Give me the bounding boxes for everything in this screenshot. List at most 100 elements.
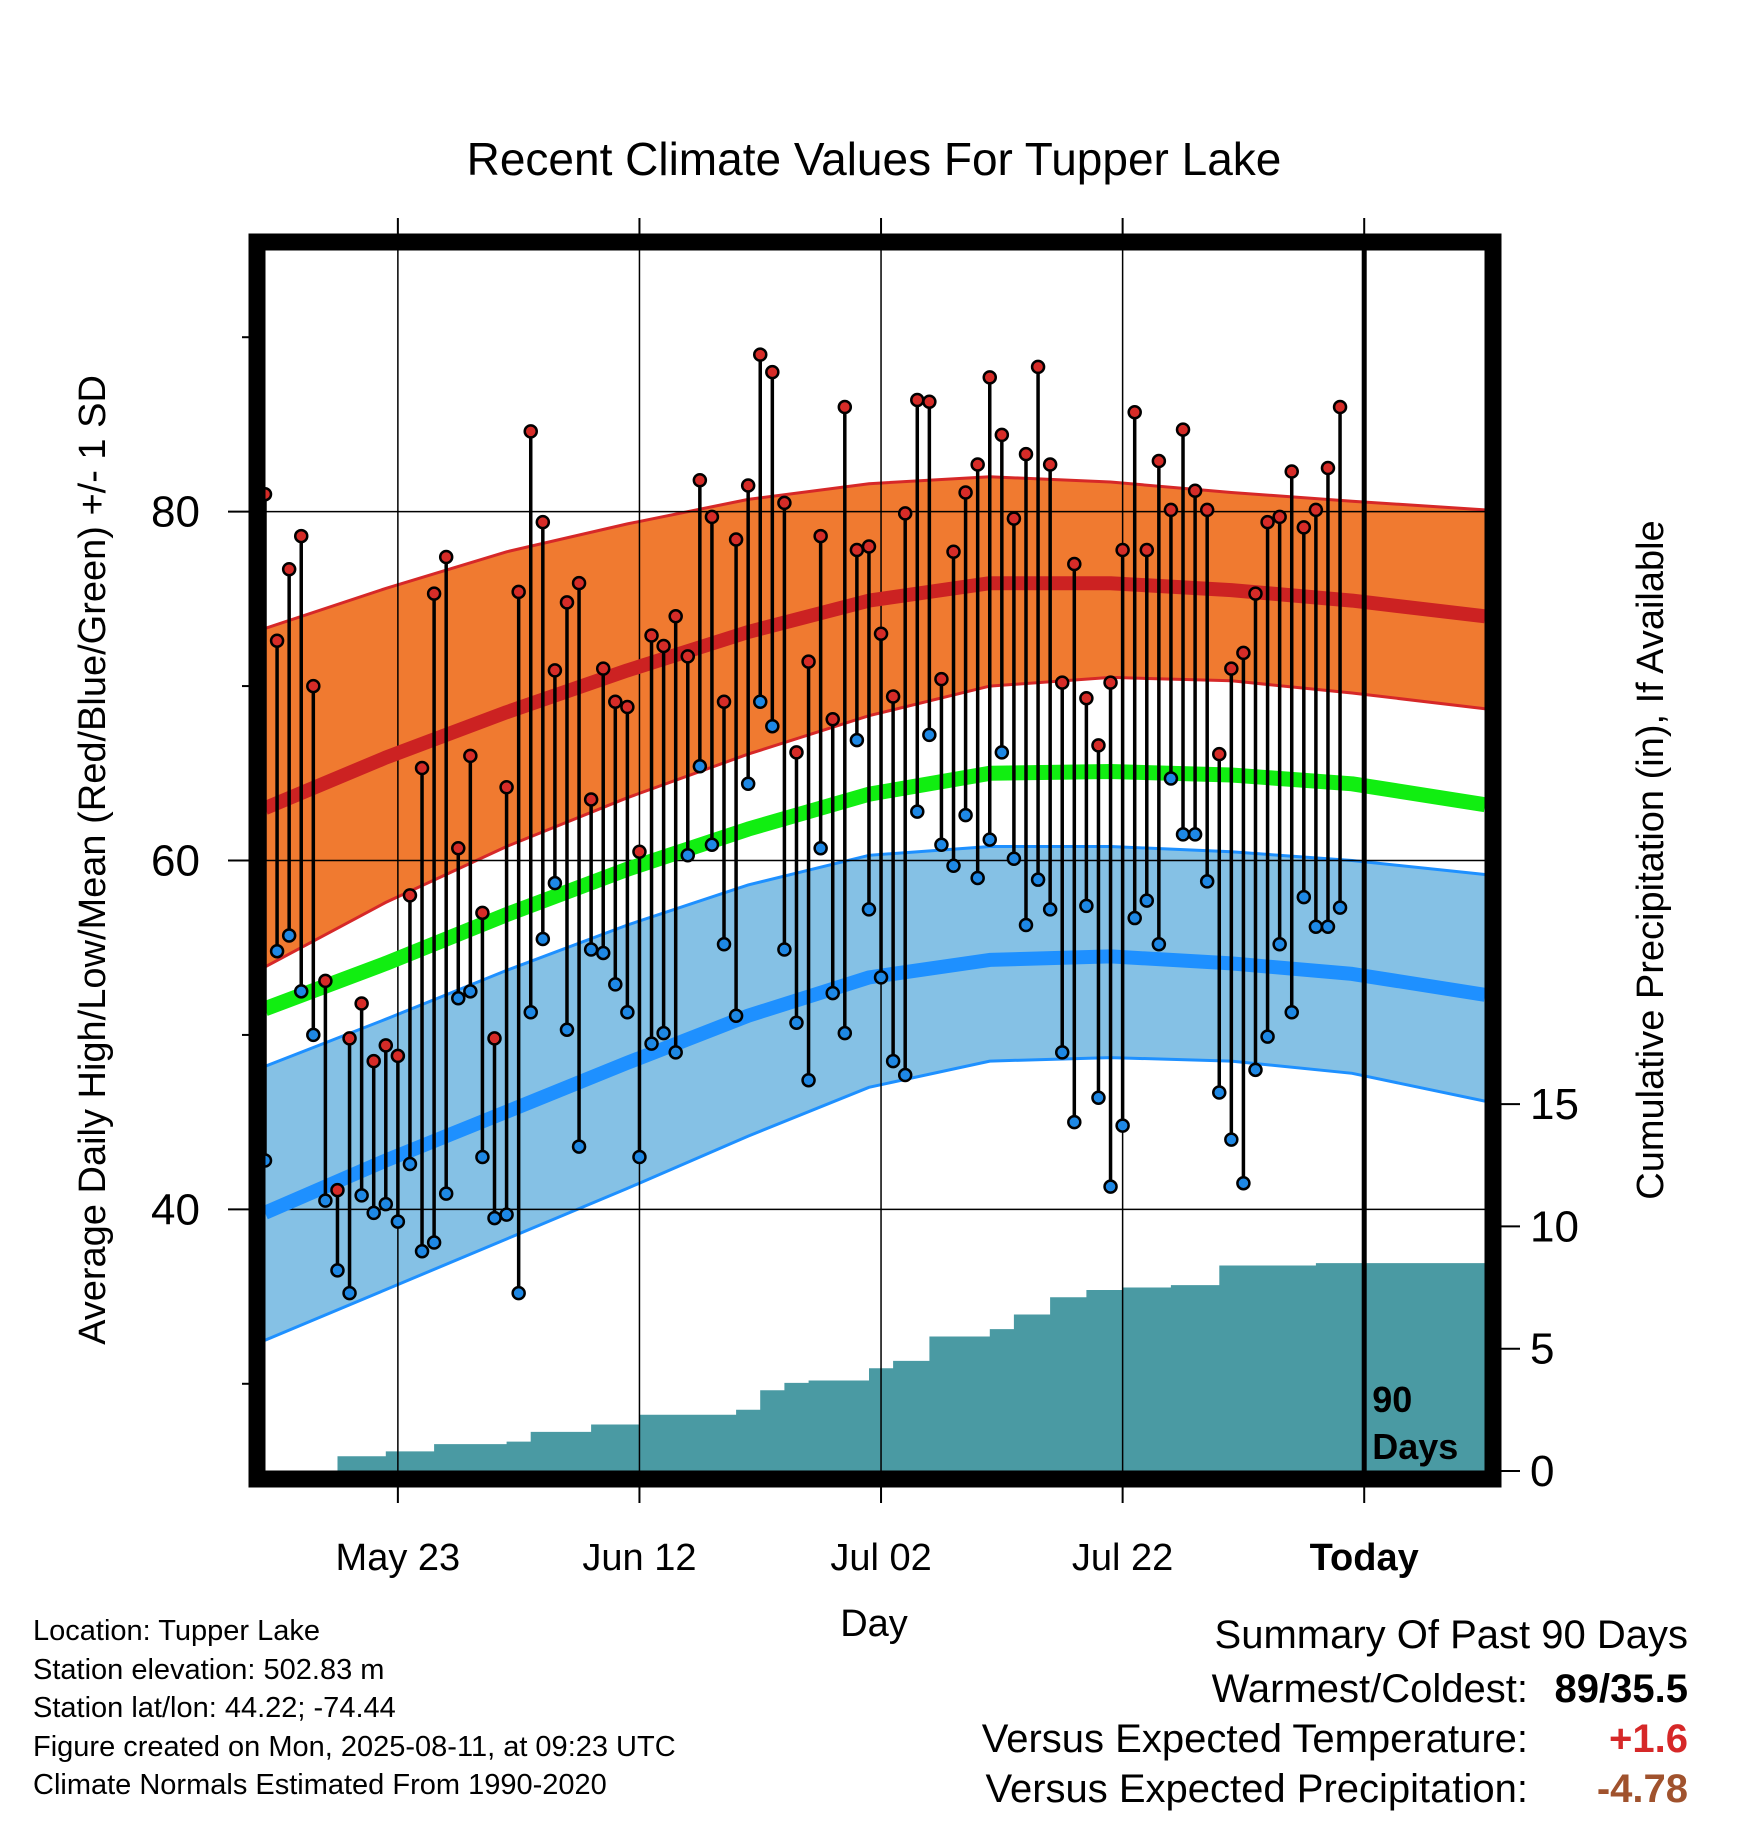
daily-low-point: [1030, 872, 1046, 887]
daily-low-point: [716, 936, 732, 952]
daily-high-point: [849, 542, 865, 558]
low-normal-band: [265, 846, 1485, 1341]
daily-high-point: [777, 495, 792, 511]
daily-high-point: [608, 694, 623, 710]
daily-low-point: [1127, 910, 1142, 926]
today-label: Days: [1372, 1426, 1458, 1467]
y2-axis-label: Cumulative Precipitation (in), If Availa…: [1630, 520, 1672, 1199]
daily-high-point: [1175, 422, 1191, 437]
x-tick-label: May 23: [336, 1537, 461, 1579]
chart-title: Recent Climate Values For Tupper Lake: [467, 133, 1282, 185]
daily-low-point: [1212, 1085, 1227, 1100]
daily-high-point: [1127, 404, 1142, 420]
summary-row-warmest: Warmest/Coldest: 89/35.5: [982, 1664, 1688, 1714]
daily-low-point: [825, 985, 840, 1001]
daily-low-point: [885, 1053, 901, 1069]
daily-low-point: [1139, 893, 1155, 908]
axes: 40 60 80 Average Daily High/Low/Mean (Red/B…: [72, 218, 1672, 1645]
summary-row-temp: Versus Expected Temperature: +1.6: [982, 1714, 1688, 1764]
daily-low-point: [475, 1149, 490, 1165]
daily-low-point: [1091, 1090, 1106, 1105]
daily-low-point: [801, 1073, 816, 1088]
daily-high-point: [571, 575, 587, 591]
x-tick-label: Today: [1310, 1537, 1419, 1579]
daily-high-point: [1030, 359, 1046, 375]
daily-high-point: [1006, 511, 1022, 526]
daily-low-point: [547, 875, 563, 891]
daily-low-point: [1151, 936, 1167, 952]
precip-anomaly-value: -4.78: [1596, 1767, 1688, 1811]
daily-high-point: [1163, 502, 1179, 518]
daily-high-point: [306, 678, 321, 694]
daily-low-point: [1042, 902, 1058, 917]
daily-high-point: [330, 1182, 345, 1198]
daily-low-point: [1079, 898, 1094, 914]
daily-high-point: [1115, 542, 1130, 558]
daily-high-point: [1067, 556, 1082, 572]
daily-low-point: [1054, 1045, 1070, 1060]
daily-high-point: [813, 528, 828, 544]
daily-high-point: [1212, 746, 1227, 762]
daily-low-point: [910, 804, 925, 819]
low-normal-band-lower-edge: [265, 1056, 1485, 1342]
daily-low-point: [740, 776, 756, 792]
high-normal-band-upper-edge: [265, 475, 1485, 630]
warmest-coldest-label: Warmest/Coldest:: [1211, 1667, 1528, 1711]
daily-low-point: [535, 931, 551, 947]
x-tick-label: Jul 02: [830, 1537, 931, 1579]
daily-low-point: [414, 1243, 430, 1259]
daily-high-point: [583, 792, 599, 807]
daily-low-point: [293, 984, 309, 999]
daily-low-point: [668, 1045, 683, 1060]
daily-high-point: [897, 506, 913, 521]
daily-low-point: [1296, 889, 1312, 905]
daily-high-point: [765, 364, 780, 380]
daily-high-point: [740, 478, 756, 493]
daily-low-point: [1248, 1062, 1263, 1078]
daily-high-point: [378, 1038, 394, 1053]
daily-low-point: [728, 1008, 744, 1023]
daily-low-point: [1187, 827, 1203, 842]
daily-high-point: [269, 633, 285, 648]
daily-low-point: [861, 902, 877, 917]
daily-high-point: [1284, 464, 1299, 479]
daily-low-point: [752, 694, 768, 710]
daily-low-point: [873, 970, 889, 985]
daily-low-point: [281, 928, 297, 943]
daily-low-point: [1115, 1118, 1130, 1133]
daily-low-point: [934, 837, 949, 853]
daily-low-point: [451, 991, 466, 1006]
precip-anomaly-label: Versus Expected Precipitation:: [985, 1767, 1528, 1811]
daily-high-point: [632, 844, 647, 860]
daily-low-point: [777, 942, 792, 957]
y-axis-label: Average Daily High/Low/Mean (Red/Blue/Gr…: [72, 375, 114, 1345]
daily-high-point: [451, 841, 466, 856]
daily-low-point: [897, 1067, 913, 1083]
daily-low-point: [438, 1186, 454, 1201]
daily-high-point: [1079, 691, 1094, 706]
daily-low-point: [1006, 851, 1022, 867]
daily-low-point: [463, 984, 478, 999]
daily-low-point: [269, 943, 285, 959]
daily-high-point: [801, 654, 816, 669]
y2-tick-label: 5: [1530, 1325, 1554, 1374]
daily-low-point: [583, 942, 599, 957]
location-text: Location: Tupper Lake: [33, 1615, 320, 1647]
daily-low-point: [620, 1005, 635, 1020]
daily-high-point: [1187, 483, 1203, 498]
daily-high-point: [994, 427, 1010, 443]
today-label: 90: [1372, 1379, 1412, 1420]
daily-high-point: [656, 638, 671, 654]
daily-high-point: [463, 748, 478, 764]
station-info: Location: Tupper Lake Station elevation:…: [33, 1612, 676, 1805]
daily-low-point: [644, 1036, 659, 1051]
daily-high-point: [837, 399, 853, 415]
daily-high-point: [487, 1031, 502, 1046]
daily-low-point: [571, 1139, 587, 1154]
daily-low-point: [922, 727, 937, 743]
daily-high-point: [499, 779, 514, 795]
daily-high-point: [1272, 509, 1287, 525]
daily-high-point: [885, 689, 901, 704]
daily-high-point: [752, 347, 768, 362]
